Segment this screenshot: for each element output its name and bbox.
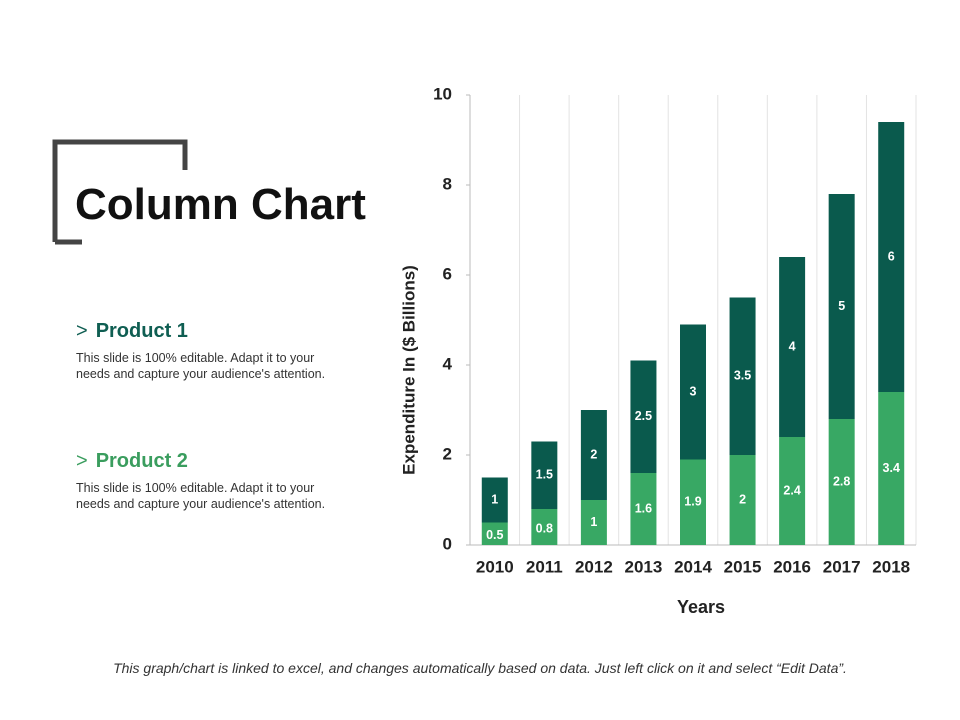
data-label: 0.5 bbox=[486, 528, 503, 542]
legend-item: > Product 2 bbox=[76, 450, 188, 472]
title: Column Chart bbox=[75, 180, 366, 229]
data-label: 1.5 bbox=[536, 468, 553, 482]
data-label: 3.4 bbox=[883, 461, 900, 475]
y-tick-label: 0 bbox=[443, 534, 452, 553]
data-label: 1.6 bbox=[635, 501, 652, 515]
legend-description: This slide is 100% editable. Adapt it to… bbox=[76, 481, 326, 511]
data-label: 2.8 bbox=[833, 474, 850, 488]
data-label: 1 bbox=[491, 492, 498, 506]
x-tick-label: 2010 bbox=[476, 557, 514, 576]
bar-segment bbox=[580, 410, 607, 500]
y-tick-label: 8 bbox=[443, 174, 452, 193]
x-tick-label: 2018 bbox=[872, 557, 910, 576]
bar-segment bbox=[680, 459, 706, 545]
x-axis-label: Years bbox=[677, 597, 725, 617]
bar-segment bbox=[531, 441, 558, 509]
x-tick-label: 2013 bbox=[625, 557, 663, 576]
footnote: This graph/chart is linked to excel, and… bbox=[113, 660, 847, 676]
legend-description: This slide is 100% editable. Adapt it to… bbox=[76, 351, 326, 381]
x-tick-label: 2015 bbox=[724, 557, 762, 576]
x-tick-label: 2014 bbox=[674, 557, 712, 576]
data-label: 2.4 bbox=[783, 483, 800, 497]
bar-segment bbox=[729, 297, 756, 455]
data-label: 3.5 bbox=[734, 369, 751, 383]
y-tick-label: 4 bbox=[443, 354, 453, 373]
data-label: 6 bbox=[888, 249, 895, 263]
y-tick-label: 2 bbox=[443, 444, 452, 463]
data-label: 1.9 bbox=[684, 495, 701, 509]
legend-item: > Product 1 bbox=[76, 320, 188, 342]
title-frame bbox=[52, 139, 188, 245]
data-label: 2 bbox=[739, 492, 746, 506]
data-label: 2 bbox=[590, 447, 597, 461]
legend-label: Product 2 bbox=[95, 450, 188, 472]
data-label: 1 bbox=[590, 515, 597, 529]
bar-segment bbox=[779, 437, 806, 545]
data-label: 2.5 bbox=[635, 409, 652, 423]
bar-segment bbox=[680, 324, 706, 460]
bar-segment bbox=[481, 522, 508, 545]
y-tick-label: 10 bbox=[433, 84, 452, 103]
x-tick-label: 2011 bbox=[526, 557, 563, 576]
bar-segment bbox=[878, 122, 905, 392]
legend-label: Product 1 bbox=[95, 320, 188, 342]
data-label: 5 bbox=[838, 299, 845, 313]
data-label: 4 bbox=[789, 339, 796, 353]
bar-segment bbox=[630, 473, 657, 545]
bar-segment bbox=[481, 477, 508, 523]
data-label: 3 bbox=[690, 384, 697, 398]
y-tick-label: 6 bbox=[443, 264, 452, 283]
y-axis-label: Expenditure In ($ Billions) bbox=[399, 265, 418, 475]
bar-segment bbox=[729, 455, 756, 545]
bar-segment bbox=[828, 194, 855, 419]
x-tick-label: 2016 bbox=[773, 557, 811, 576]
bar-segment bbox=[630, 360, 657, 473]
bar-segment bbox=[531, 509, 558, 545]
bar-segment bbox=[580, 500, 607, 545]
x-tick-label: 2012 bbox=[575, 557, 613, 576]
x-tick-label: 2017 bbox=[823, 557, 861, 576]
data-label: 0.8 bbox=[536, 521, 553, 535]
bar-segment bbox=[779, 257, 806, 437]
bar-segment bbox=[828, 419, 855, 545]
bar-segment bbox=[878, 392, 905, 545]
